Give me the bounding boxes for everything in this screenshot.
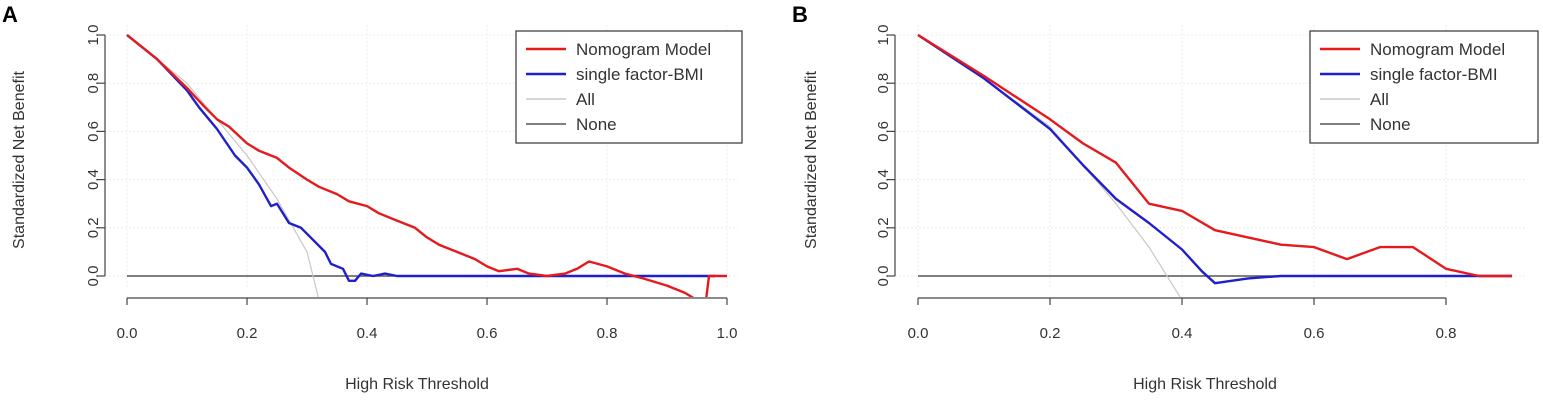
legend-label: Nomogram Model — [1370, 40, 1505, 59]
x-tick-label: 0.8 — [1436, 325, 1457, 342]
legend: Nomogram Model single factor-BMI All None — [1309, 30, 1539, 144]
y-tick-label: 0.0 — [85, 266, 102, 287]
legend-label: All — [1370, 90, 1389, 109]
y-tick-label: 1.0 — [875, 25, 892, 46]
series-line-single-factor-bmi — [126, 34, 715, 282]
x-axis-label: High Risk Threshold — [1133, 376, 1277, 393]
y-tick-label: 0.0 — [875, 266, 892, 287]
series-group — [917, 33, 1512, 297]
legend-label: Nomogram Model — [576, 40, 711, 59]
y-tick-label: 0.8 — [875, 73, 892, 94]
y-axis: 0.0 0.2 0.4 0.6 0.8 1.0 — [875, 25, 896, 287]
x-tick-label: 0.0 — [117, 325, 138, 342]
series-line-all — [126, 34, 319, 297]
x-tick-label: 0.0 — [908, 325, 929, 342]
chart-panel-A: A 0.0 0.2 0.4 0.6 0.8 1.0 Standardized Net Bene… — [2, 2, 743, 393]
panel-label: B — [792, 2, 808, 27]
y-tick-label: 0.8 — [85, 73, 102, 94]
x-axis: 0.0 0.2 0.4 0.6 0.8 — [908, 297, 1457, 342]
legend-label: None — [576, 115, 617, 134]
legend: Nomogram Model single factor-BMI All None — [515, 30, 743, 144]
x-axis-label: High Risk Threshold — [345, 376, 489, 393]
y-tick-label: 0.6 — [875, 121, 892, 142]
x-tick-label: 0.8 — [597, 325, 618, 342]
series-line-nomogram-model — [917, 33, 1512, 278]
x-tick-label: 0.6 — [477, 325, 498, 342]
gridlines — [105, 25, 738, 289]
series-line-nomogram-model — [126, 34, 727, 297]
x-tick-label: 0.4 — [357, 325, 378, 342]
x-tick-label: 0.4 — [1172, 325, 1193, 342]
x-tick-label: 0.6 — [1304, 325, 1325, 342]
x-axis: 0.0 0.2 0.4 0.6 0.8 1.0 — [117, 297, 738, 342]
y-tick-label: 0.4 — [85, 169, 102, 190]
x-tick-label: 1.0 — [717, 325, 738, 342]
chart-panel-B: B 0.0 0.2 0.4 0.6 0.8 1.0 Standardized Net Bene… — [792, 2, 1539, 393]
legend-label: single factor-BMI — [1370, 65, 1498, 84]
y-tick-label: 0.6 — [85, 121, 102, 142]
y-axis: 0.0 0.2 0.4 0.6 0.8 1.0 — [85, 25, 106, 287]
y-tick-label: 0.2 — [85, 217, 102, 238]
series-line-single-factor-bmi — [917, 33, 1512, 285]
panel-label: A — [2, 2, 18, 27]
y-axis-label: Standardized Net Benefit — [11, 71, 28, 249]
y-tick-label: 0.4 — [875, 169, 892, 190]
y-tick-label: 0.2 — [875, 217, 892, 238]
series-group — [126, 34, 727, 297]
y-axis-label: Standardized Net Benefit — [803, 71, 820, 249]
legend-label: None — [1370, 115, 1411, 134]
x-tick-label: 0.2 — [237, 325, 258, 342]
x-tick-label: 0.2 — [1040, 325, 1061, 342]
y-tick-label: 1.0 — [85, 25, 102, 46]
legend-label: All — [576, 90, 595, 109]
legend-label: single factor-BMI — [576, 65, 704, 84]
